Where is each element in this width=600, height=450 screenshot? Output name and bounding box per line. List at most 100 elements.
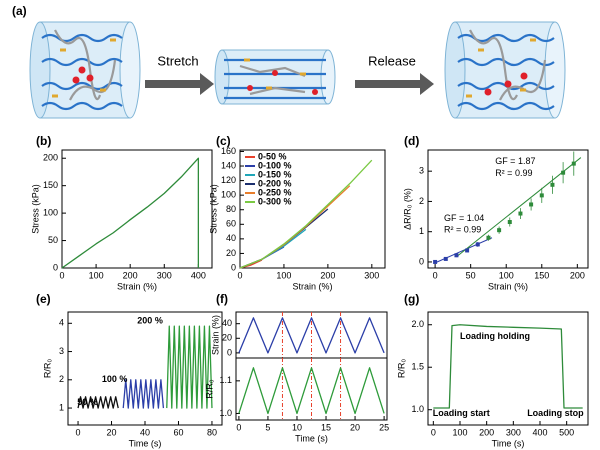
x-axis-label: Time (s) xyxy=(295,433,328,443)
y-tick-label: 100 xyxy=(43,207,58,217)
dot xyxy=(504,80,512,88)
x-tick-label: 5 xyxy=(265,422,270,432)
y-axis-label: Strain (%) xyxy=(210,315,220,355)
data-line xyxy=(77,396,119,409)
x-tick-label: 200 xyxy=(320,270,335,280)
y-tick-label: 1.5 xyxy=(411,362,424,372)
x-tick-label: 500 xyxy=(559,427,574,437)
legend-label: 0-150 % xyxy=(258,169,292,179)
x-tick-label: 0 xyxy=(59,270,64,280)
annotation: 100 % xyxy=(102,374,128,384)
crosslink xyxy=(52,38,116,98)
x-tick-label: 300 xyxy=(157,270,172,280)
x-tick-label: 50 xyxy=(466,270,476,280)
cylinder-end xyxy=(320,49,336,105)
plot-frame xyxy=(427,311,589,426)
plot-frame xyxy=(239,149,386,269)
x-tick-label: 100 xyxy=(499,270,514,280)
annotation: R² = 0.99 xyxy=(444,225,481,235)
data-line xyxy=(239,159,373,269)
y-axis-label: Stress (kPa) xyxy=(30,184,40,234)
step-label: Release xyxy=(368,53,416,68)
x-tick-label: 150 xyxy=(534,270,549,280)
data-line xyxy=(166,325,213,409)
y-tick-label: 1 xyxy=(59,402,64,412)
x-axis-label: Strain (%) xyxy=(488,281,528,291)
x-tick-label: 200 xyxy=(123,270,138,280)
y-axis-label: R/R₀ xyxy=(204,379,214,398)
x-tick-label: 60 xyxy=(173,427,183,437)
x-tick-label: 300 xyxy=(364,270,379,280)
plot-frame xyxy=(427,149,589,269)
panel-label: (d) xyxy=(404,134,419,148)
fit-line xyxy=(434,237,493,264)
y-tick-label: 3 xyxy=(59,346,64,356)
y-tick-label: 1.1 xyxy=(219,375,232,385)
x-tick-label: 100 xyxy=(89,270,104,280)
y-tick-label: 2 xyxy=(59,374,64,384)
legend-label: 0-200 % xyxy=(258,178,292,188)
x-tick-label: 100 xyxy=(452,427,467,437)
y-tick-label: 0 xyxy=(231,262,236,272)
data-line xyxy=(239,185,351,269)
arrow xyxy=(355,73,434,95)
data-line xyxy=(238,317,385,354)
annotation: 200 % xyxy=(137,315,163,325)
chains xyxy=(457,29,555,111)
data-point xyxy=(433,259,438,264)
x-tick-label: 100 xyxy=(276,270,291,280)
y-axis-label: Stress (kPa) xyxy=(208,184,218,234)
panel-label: (a) xyxy=(12,4,27,18)
dot xyxy=(484,88,492,96)
data-point xyxy=(454,253,459,258)
y-tick-label: 1.0 xyxy=(219,408,232,418)
annotation: GF = 1.04 xyxy=(444,213,484,223)
chain xyxy=(457,101,555,111)
y-tick-label: 2 xyxy=(419,196,424,206)
y-tick-label: 3 xyxy=(419,166,424,176)
y-tick-label: 2.0 xyxy=(411,319,424,329)
annotation: Loading stop xyxy=(527,408,584,418)
chain xyxy=(41,101,123,111)
crosslink xyxy=(466,38,536,98)
y-tick-label: 0 xyxy=(53,262,58,272)
x-tick-label: 400 xyxy=(532,427,547,437)
x-tick-label: 0 xyxy=(237,270,242,280)
chain xyxy=(239,64,306,96)
cylinder-end xyxy=(544,21,566,119)
data-point xyxy=(507,220,512,225)
annotation: R² = 0.99 xyxy=(495,168,532,178)
chain xyxy=(41,57,123,67)
y-tick-label: 40 xyxy=(226,233,236,243)
x-tick-label: 80 xyxy=(207,427,217,437)
dot xyxy=(78,66,86,74)
annotation: Loading holding xyxy=(460,331,530,341)
dot xyxy=(72,76,80,84)
y-tick-label: 4 xyxy=(59,318,64,328)
data-line xyxy=(61,157,200,269)
annotation: 50 % xyxy=(77,397,98,407)
y-tick-label: 200 xyxy=(43,153,58,163)
legend-label: 0-100 % xyxy=(258,160,292,170)
y-tick-label: 140 xyxy=(221,160,236,170)
chains xyxy=(41,29,123,111)
panel-label: (e) xyxy=(36,292,51,306)
data-point xyxy=(571,161,576,166)
data-line xyxy=(122,379,165,409)
y-tick-label: 40 xyxy=(222,318,232,328)
x-axis-label: Strain (%) xyxy=(292,281,332,291)
y-tick-label: 1.0 xyxy=(411,404,424,414)
y-tick-label: 150 xyxy=(43,180,58,190)
x-axis-label: Time (s) xyxy=(129,438,162,448)
cylinder-end xyxy=(29,21,51,119)
plot-frame xyxy=(61,149,213,269)
dot xyxy=(312,89,318,95)
y-tick-label: 60 xyxy=(226,219,236,229)
data-point xyxy=(486,235,491,240)
y-tick-label: 100 xyxy=(221,190,236,200)
data-point xyxy=(497,228,502,233)
panel-label: (f) xyxy=(216,292,228,306)
crosslink xyxy=(244,58,306,90)
x-tick-label: 300 xyxy=(506,427,521,437)
legend-label: 0-250 % xyxy=(258,187,292,197)
